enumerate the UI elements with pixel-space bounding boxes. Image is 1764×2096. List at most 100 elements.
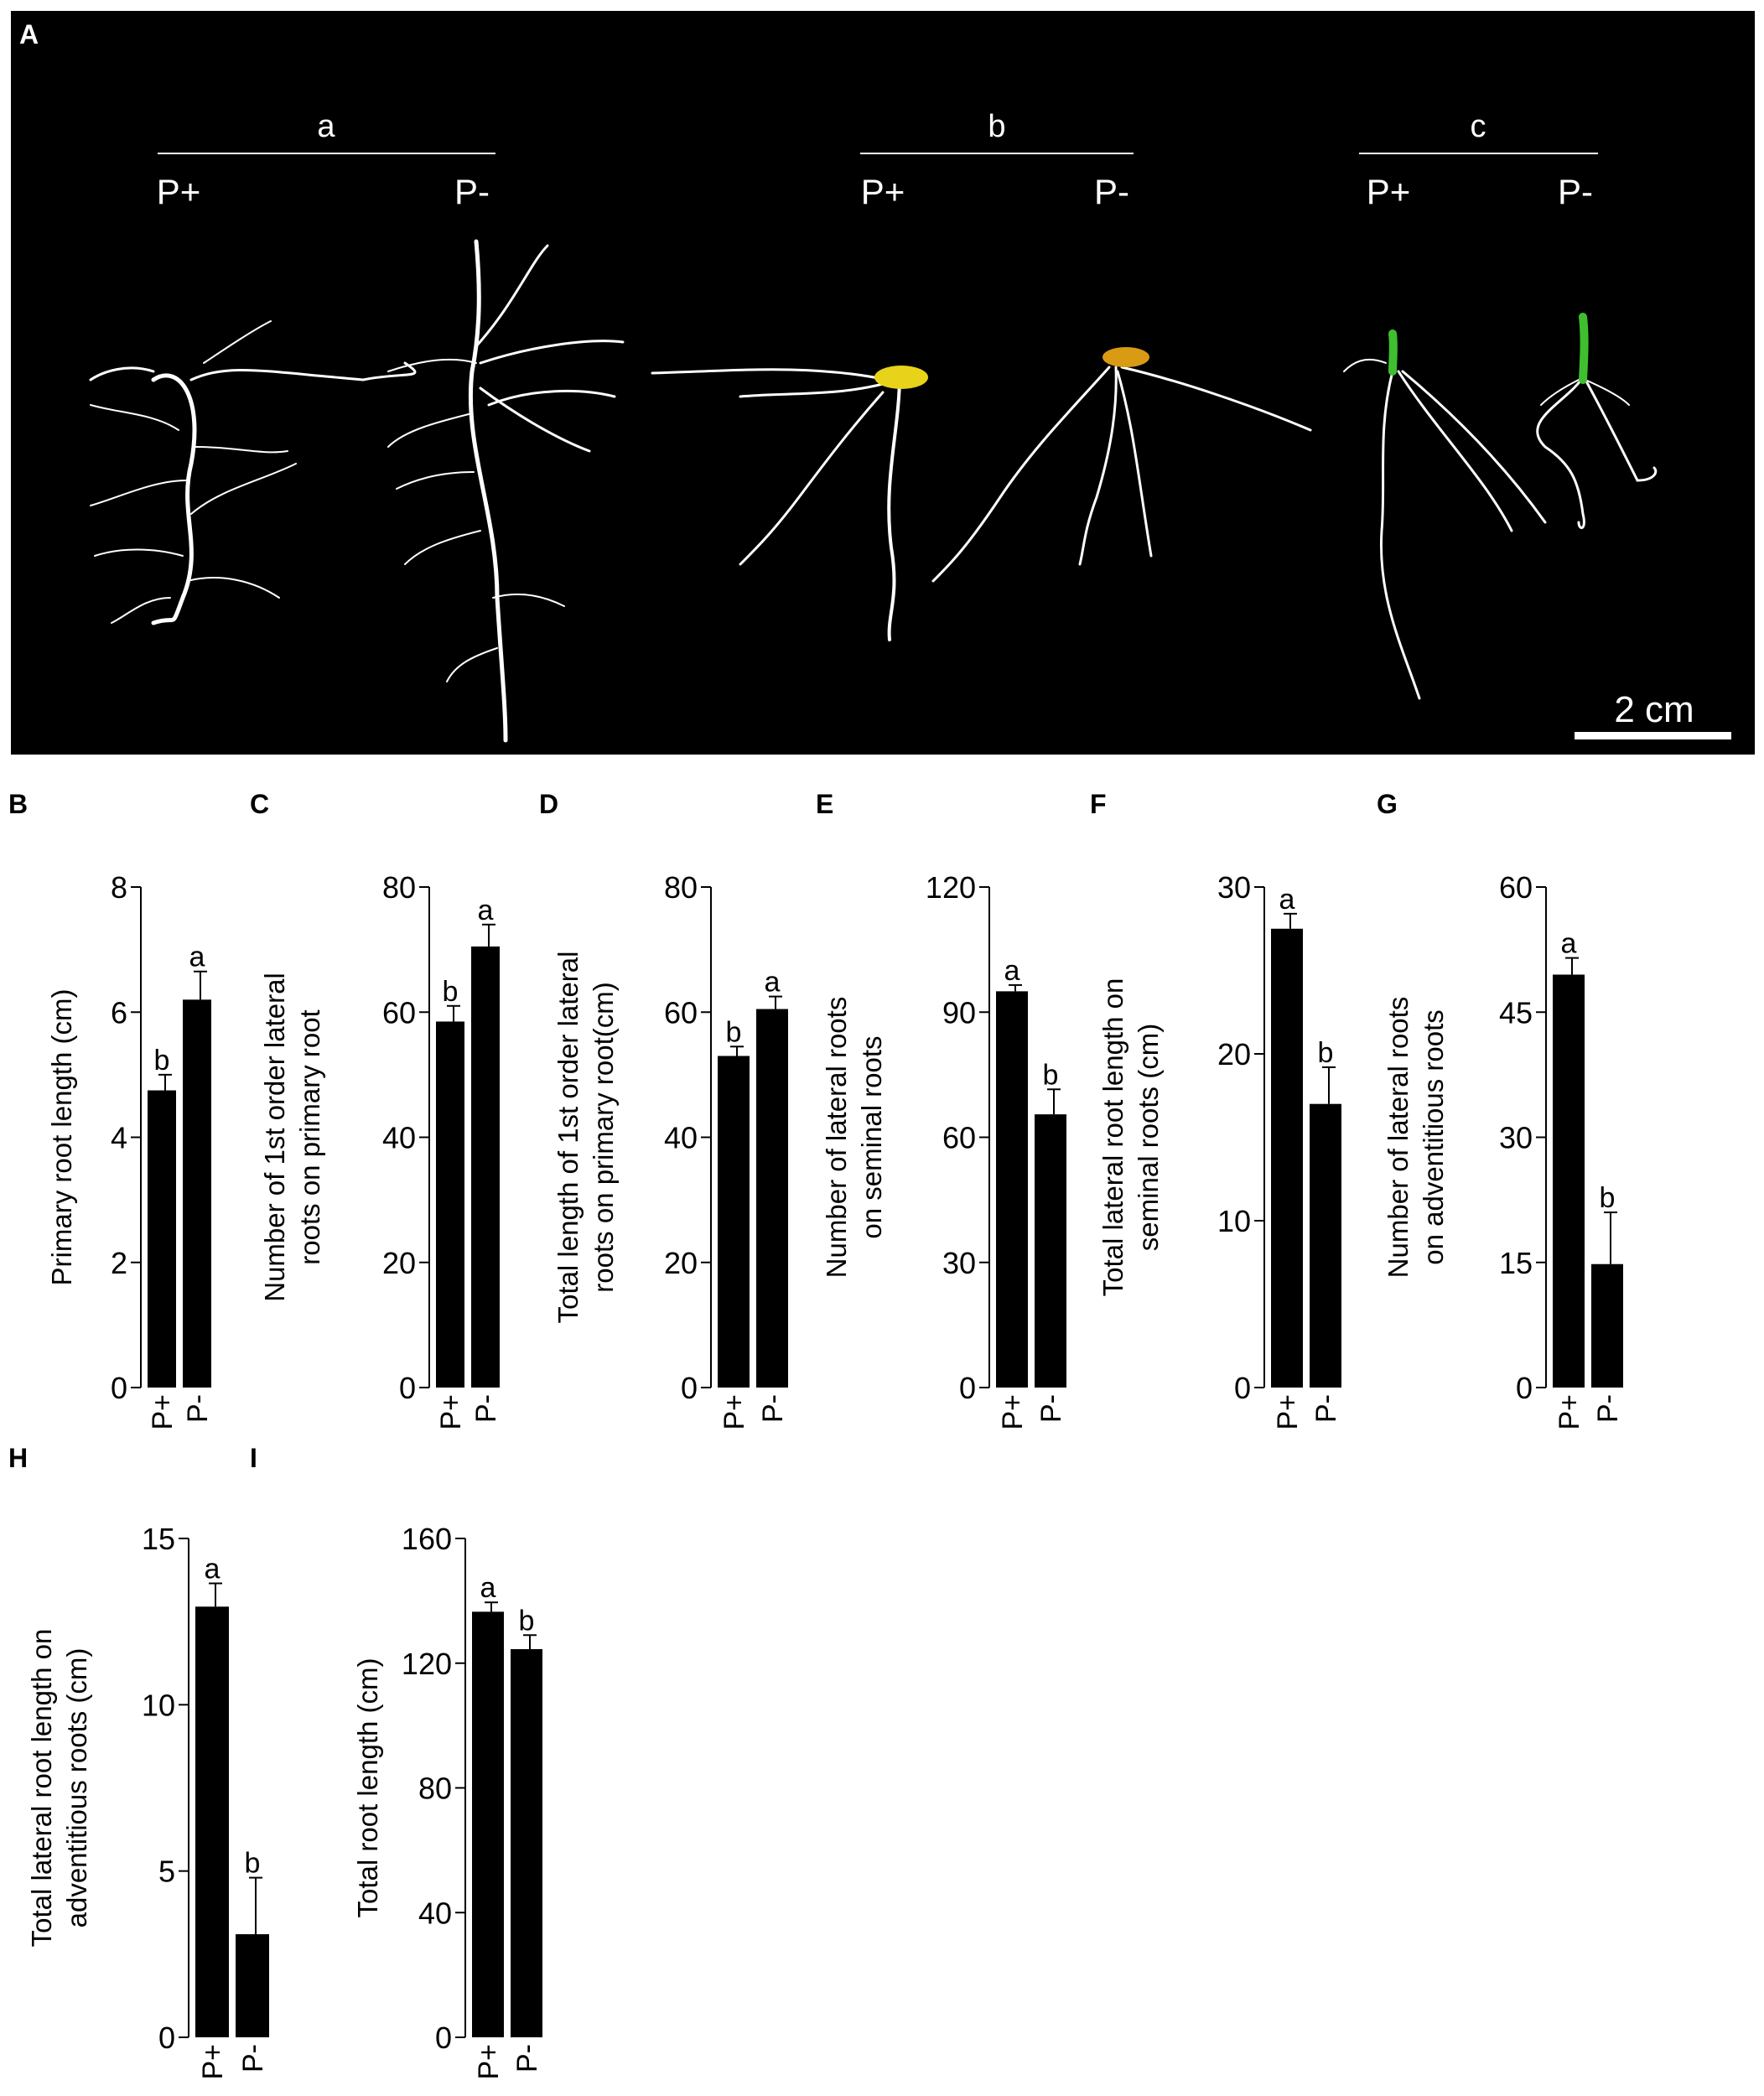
chart-panel-i: I 0 40 80 120 160 a P+ b P- Total root length (cm) bbox=[250, 1443, 543, 2080]
category-label: P- bbox=[757, 1394, 789, 1423]
significance-letter: b bbox=[245, 1848, 261, 1880]
significance-letter: a bbox=[1279, 884, 1295, 916]
bar-P- bbox=[1591, 1263, 1623, 1388]
y-axis-label: Primary root length (cm) bbox=[46, 989, 77, 1286]
y-tick-label: 0 bbox=[111, 1371, 127, 1405]
y-tick-label: 60 bbox=[382, 995, 416, 1030]
y-tick-label: 160 bbox=[402, 1522, 452, 1556]
root-photo: a b c P+ P- P+ P- P+ P- bbox=[89, 109, 1731, 743]
y-tick-label: 30 bbox=[1217, 870, 1251, 905]
chart-panel-d: D 0 20 40 60 80 b P+ a P- Total length of 1st orde… bbox=[539, 789, 789, 1430]
shoot-c-pminus bbox=[1579, 313, 1589, 384]
y-axis-label: Number of 1st order lateral bbox=[259, 973, 290, 1302]
chart-panel-f: F 0 10 20 30 a P+ b P- Total lateral root length … bbox=[1090, 789, 1342, 1430]
category-label: P- bbox=[182, 1394, 214, 1423]
y-axis-label: Total root length (cm) bbox=[352, 1658, 383, 1918]
root-system-c-pplus bbox=[1343, 358, 1547, 700]
bar-P+ bbox=[1271, 928, 1303, 1388]
significance-letter: b bbox=[154, 1045, 170, 1077]
significance-letter: b bbox=[1318, 1037, 1334, 1069]
y-axis-label: Number of lateral roots bbox=[821, 997, 852, 1279]
bar-P- bbox=[1035, 1114, 1066, 1388]
panel-letter: E bbox=[816, 789, 833, 819]
y-axis-label: Total lateral root length on bbox=[1097, 978, 1128, 1297]
y-tick-label: 0 bbox=[1234, 1371, 1251, 1405]
y-tick-label: 6 bbox=[111, 995, 127, 1030]
bar-P- bbox=[756, 1009, 788, 1388]
panel-letter: B bbox=[8, 789, 28, 819]
panel-letter-a: A bbox=[19, 19, 39, 49]
chart-panel-g: G 0 15 30 45 60 a P+ b P- Number of lateral roots o… bbox=[1377, 789, 1624, 1430]
category-label: P+ bbox=[147, 1394, 179, 1430]
y-tick-label: 0 bbox=[435, 2021, 452, 2055]
root-system-a-pplus bbox=[89, 320, 417, 625]
root-system-a-pminus bbox=[387, 239, 625, 743]
bar-P+ bbox=[195, 1606, 229, 2037]
y-tick-label: 80 bbox=[382, 870, 416, 905]
panel-letter: I bbox=[250, 1443, 257, 1473]
significance-letter: b bbox=[519, 1605, 535, 1637]
category-label: P- bbox=[1310, 1394, 1342, 1423]
category-label: P+ bbox=[197, 2044, 229, 2080]
significance-letter: a bbox=[480, 1572, 496, 1604]
panel-letter: H bbox=[8, 1443, 28, 1473]
category-label: P+ bbox=[473, 2044, 505, 2080]
category-label: P+ bbox=[719, 1394, 750, 1430]
bar-P- bbox=[511, 1649, 542, 2037]
root-system-b-pplus bbox=[651, 368, 901, 641]
chart-panel-b: B 0 2 4 6 8 b P+ a P- Primary root length (cm) bbox=[8, 789, 214, 1430]
group-a-treatment-1: P+ bbox=[157, 172, 201, 211]
category-label: P+ bbox=[435, 1394, 467, 1430]
y-axis-label: on adventitious roots bbox=[1418, 1009, 1449, 1265]
category-label: P- bbox=[237, 2044, 269, 2073]
category-label: P- bbox=[511, 2044, 543, 2073]
y-tick-label: 60 bbox=[1499, 870, 1533, 905]
group-c-treatment-2: P- bbox=[1558, 172, 1593, 211]
y-tick-label: 10 bbox=[1217, 1204, 1251, 1238]
group-c-label: c bbox=[1471, 109, 1486, 144]
category-label: P+ bbox=[1272, 1394, 1304, 1430]
y-tick-label: 20 bbox=[1217, 1037, 1251, 1071]
category-label: P- bbox=[470, 1394, 502, 1423]
bar-P- bbox=[183, 999, 211, 1388]
y-axis-label: roots on primary root(cm) bbox=[588, 982, 619, 1292]
significance-letter: b bbox=[443, 976, 459, 1008]
significance-letter: b bbox=[1043, 1059, 1059, 1091]
y-tick-label: 15 bbox=[142, 1522, 175, 1556]
chart-panel-c: C 0 20 40 60 80 b P+ a P- Number of 1st order late… bbox=[250, 789, 502, 1430]
y-tick-label: 0 bbox=[158, 2021, 175, 2055]
root-system-b-pminus bbox=[931, 366, 1312, 583]
y-tick-label: 5 bbox=[158, 1855, 175, 1889]
y-tick-label: 40 bbox=[418, 1896, 452, 1930]
panel-letter: D bbox=[539, 789, 558, 819]
significance-letter: b bbox=[726, 1016, 742, 1048]
seed-b-pplus bbox=[874, 366, 928, 389]
seed-b-pminus bbox=[1102, 347, 1149, 367]
chart-panel-e: E 0 30 60 90 120 a P+ b P- Number of lateral roots… bbox=[816, 789, 1067, 1430]
y-tick-label: 60 bbox=[664, 995, 698, 1030]
y-tick-label: 30 bbox=[942, 1246, 976, 1280]
bar-P- bbox=[236, 1934, 269, 2037]
bar-P- bbox=[1310, 1103, 1341, 1388]
y-tick-label: 120 bbox=[402, 1647, 452, 1681]
panel-letter: F bbox=[1090, 789, 1107, 819]
group-b-label: b bbox=[988, 109, 1005, 144]
y-tick-label: 10 bbox=[142, 1688, 175, 1722]
y-tick-label: 45 bbox=[1499, 995, 1533, 1030]
group-a-treatment-2: P- bbox=[454, 172, 490, 211]
y-axis-label: Total length of 1st order lateral bbox=[553, 952, 584, 1324]
y-tick-label: 20 bbox=[382, 1246, 416, 1280]
significance-letter: a bbox=[1004, 955, 1020, 987]
category-label: P+ bbox=[997, 1394, 1029, 1430]
bar-P+ bbox=[472, 1611, 504, 2037]
scale-bar-label: 2 cm bbox=[1614, 689, 1694, 730]
panel-letter: C bbox=[250, 789, 269, 819]
bar-P+ bbox=[1553, 974, 1585, 1388]
y-tick-label: 30 bbox=[1499, 1121, 1533, 1155]
y-axis-label: adventitious roots (cm) bbox=[61, 1648, 92, 1928]
chart-panel-h: H 0 5 10 15 a P+ b P- Total lateral root length o… bbox=[8, 1443, 269, 2080]
y-tick-label: 4 bbox=[111, 1121, 127, 1155]
root-system-c-pminus bbox=[1536, 378, 1658, 530]
bar-P+ bbox=[996, 991, 1028, 1388]
